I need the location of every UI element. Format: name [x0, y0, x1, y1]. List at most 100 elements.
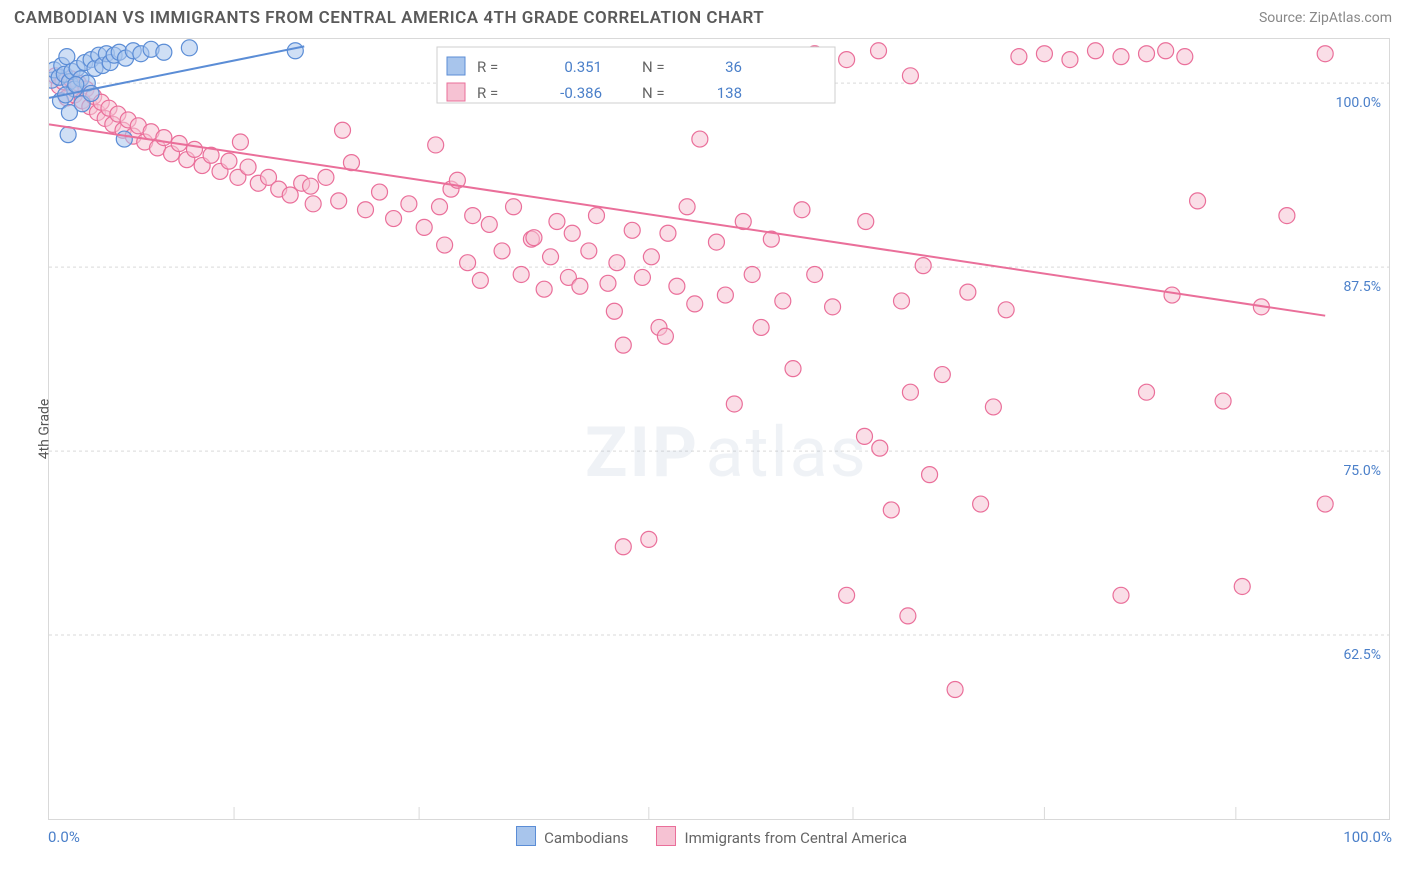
y-tick-label: 100.0% — [1336, 95, 1381, 111]
data-point — [858, 213, 874, 229]
data-point — [331, 193, 347, 209]
data-point — [634, 269, 650, 285]
data-point — [657, 328, 673, 344]
data-point — [581, 243, 597, 259]
y-tick-label: 87.5% — [1343, 279, 1381, 295]
data-point — [1139, 46, 1155, 62]
data-point — [303, 178, 319, 194]
data-point — [1177, 49, 1193, 65]
legend-n-value: 36 — [725, 58, 742, 76]
data-point — [692, 131, 708, 147]
data-point — [549, 213, 565, 229]
data-point — [416, 219, 432, 235]
data-point — [372, 184, 388, 200]
chart-container: 4th Grade 62.5%75.0%87.5%100.0%ZIPatlasR… — [48, 38, 1392, 820]
data-point — [669, 278, 685, 294]
data-point — [606, 303, 622, 319]
data-point — [643, 249, 659, 265]
data-point — [513, 266, 529, 282]
data-point — [428, 137, 444, 153]
data-point — [775, 293, 791, 309]
data-point — [181, 40, 197, 56]
bottom-legend: Cambodians Immigrants from Central Americ… — [516, 826, 907, 847]
data-point — [825, 299, 841, 315]
chart-header: CAMBODIAN VS IMMIGRANTS FROM CENTRAL AME… — [0, 0, 1406, 34]
data-point — [708, 234, 724, 250]
data-point — [318, 169, 334, 185]
data-point — [922, 467, 938, 483]
data-point — [624, 222, 640, 238]
data-point — [287, 43, 303, 59]
data-point — [572, 278, 588, 294]
data-point — [506, 199, 522, 215]
data-point — [934, 367, 950, 383]
data-point — [1317, 496, 1333, 512]
data-point — [600, 275, 616, 291]
data-point — [893, 293, 909, 309]
data-point — [186, 141, 202, 157]
legend-n-value: 138 — [717, 84, 742, 102]
legend-swatch — [656, 826, 676, 846]
data-point — [156, 44, 172, 60]
data-point — [902, 68, 918, 84]
data-point — [1113, 587, 1129, 603]
data-point — [437, 237, 453, 253]
chart-title: CAMBODIAN VS IMMIGRANTS FROM CENTRAL AME… — [14, 8, 764, 28]
legend-swatch — [447, 83, 465, 101]
data-point — [973, 496, 989, 512]
data-point — [807, 266, 823, 282]
data-point — [357, 202, 373, 218]
data-point — [240, 159, 256, 175]
legend-label: Immigrants from Central America — [684, 829, 907, 847]
data-point — [615, 539, 631, 555]
legend-r-label: R = — [477, 58, 498, 76]
data-point — [1317, 46, 1333, 62]
data-point — [460, 255, 476, 271]
scatter-plot: 62.5%75.0%87.5%100.0%ZIPatlasR =0.351N =… — [48, 38, 1390, 820]
data-point — [1062, 52, 1078, 68]
data-point — [960, 284, 976, 300]
data-point — [1234, 578, 1250, 594]
data-point — [386, 211, 402, 227]
data-point — [687, 296, 703, 312]
data-point — [902, 384, 918, 400]
x-axis-row: 0.0% Cambodians Immigrants from Central A… — [48, 826, 1392, 847]
data-point — [883, 502, 899, 518]
data-point — [116, 131, 132, 147]
x-axis-min: 0.0% — [48, 828, 80, 846]
data-point — [432, 199, 448, 215]
data-point — [1279, 208, 1295, 224]
legend-swatch — [447, 57, 465, 75]
legend-r-value: -0.386 — [560, 84, 602, 102]
legend-label: Cambodians — [544, 829, 628, 847]
data-point — [794, 202, 810, 218]
data-point — [526, 230, 542, 246]
data-point — [1113, 49, 1129, 65]
data-point — [401, 196, 417, 212]
legend-r-value: 0.351 — [564, 58, 602, 76]
y-tick-label: 62.5% — [1343, 647, 1381, 663]
data-point — [871, 43, 887, 59]
data-point — [660, 225, 676, 241]
data-point — [947, 681, 963, 697]
data-point — [232, 134, 248, 150]
data-point — [679, 199, 695, 215]
data-point — [1164, 287, 1180, 303]
data-point — [985, 399, 1001, 415]
data-point — [465, 208, 481, 224]
data-point — [564, 225, 580, 241]
x-axis-max: 100.0% — [1343, 828, 1392, 846]
legend-item: Cambodians — [516, 826, 628, 847]
data-point — [543, 249, 559, 265]
data-point — [609, 255, 625, 271]
data-point — [536, 281, 552, 297]
data-point — [915, 258, 931, 274]
data-point — [1036, 46, 1052, 62]
data-point — [872, 440, 888, 456]
data-point — [1139, 384, 1155, 400]
data-point — [68, 77, 84, 93]
data-point — [472, 272, 488, 288]
watermark: ZIP — [585, 412, 699, 494]
data-point — [1158, 43, 1174, 59]
y-axis-label: 4th Grade — [36, 399, 52, 460]
